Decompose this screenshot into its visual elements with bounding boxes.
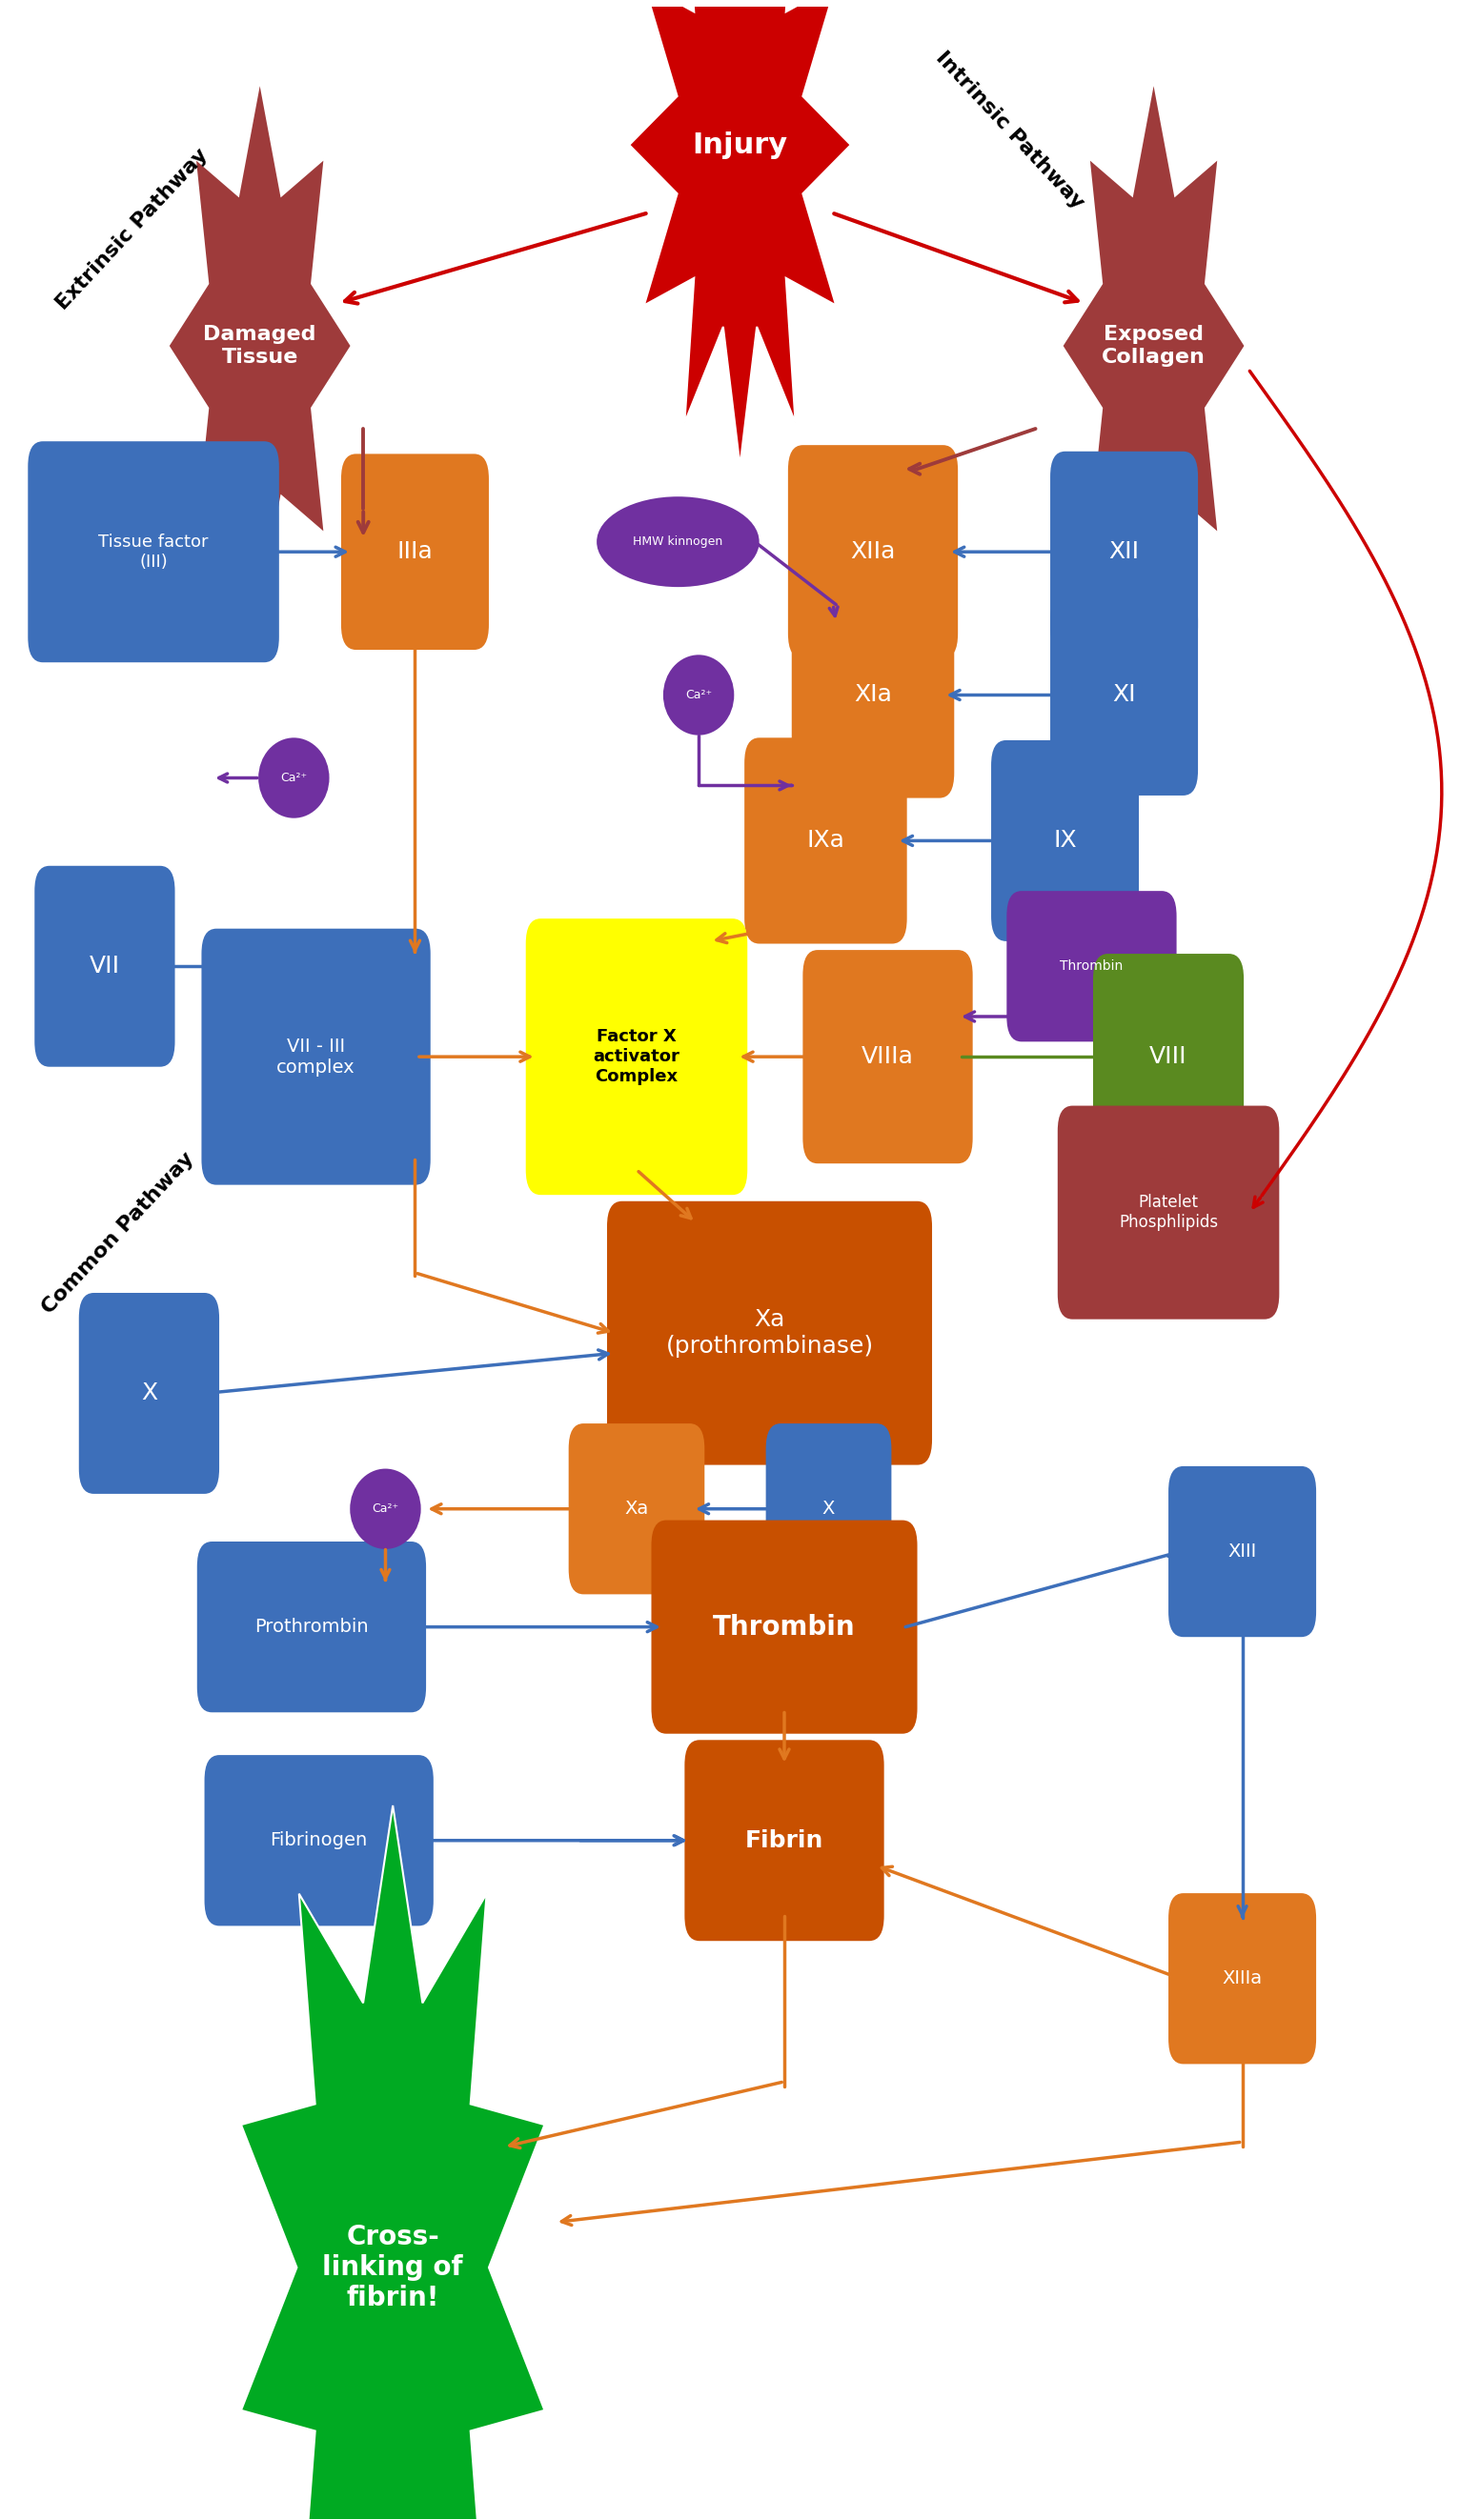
Text: X: X [141, 1381, 157, 1404]
Text: Common Pathway: Common Pathway [38, 1149, 198, 1318]
Ellipse shape [596, 496, 759, 587]
Text: XI: XI [1113, 683, 1135, 706]
FancyBboxPatch shape [78, 1293, 219, 1494]
FancyBboxPatch shape [992, 741, 1140, 940]
FancyBboxPatch shape [197, 1542, 426, 1714]
FancyBboxPatch shape [1094, 953, 1243, 1159]
Polygon shape [1063, 81, 1245, 612]
Text: Fibrin: Fibrin [744, 1830, 823, 1852]
Polygon shape [629, 0, 851, 466]
Text: X: X [823, 1499, 835, 1517]
FancyBboxPatch shape [568, 1424, 704, 1595]
Text: Ca²⁺: Ca²⁺ [371, 1502, 398, 1515]
Ellipse shape [349, 1469, 420, 1550]
Text: XII: XII [1109, 539, 1140, 564]
FancyBboxPatch shape [340, 454, 488, 650]
Text: IX: IX [1054, 829, 1077, 852]
Text: XIa: XIa [854, 683, 892, 706]
FancyBboxPatch shape [607, 1202, 932, 1464]
Text: Intrinsic Pathway: Intrinsic Pathway [932, 48, 1088, 212]
Polygon shape [241, 1804, 545, 2520]
Text: VIIIa: VIIIa [861, 1046, 913, 1068]
Text: Thrombin: Thrombin [713, 1613, 855, 1641]
Text: Tissue factor
(III): Tissue factor (III) [99, 534, 209, 570]
Text: Platelet
Phosphlipids: Platelet Phosphlipids [1119, 1194, 1218, 1230]
Ellipse shape [663, 655, 734, 736]
FancyBboxPatch shape [204, 1754, 434, 1925]
Text: Cross-
linking of
fibrin!: Cross- linking of fibrin! [323, 2223, 463, 2311]
Text: Prothrombin: Prothrombin [255, 1618, 369, 1635]
Text: Injury: Injury [693, 131, 787, 159]
FancyBboxPatch shape [685, 1739, 884, 1940]
Text: Exposed
Collagen: Exposed Collagen [1101, 325, 1206, 365]
FancyBboxPatch shape [744, 738, 907, 942]
FancyBboxPatch shape [28, 441, 280, 663]
Text: VIII: VIII [1150, 1046, 1187, 1068]
Polygon shape [169, 81, 351, 612]
Text: Xa: Xa [625, 1499, 648, 1517]
Text: XIIa: XIIa [851, 539, 895, 564]
Text: Factor X
activator
Complex: Factor X activator Complex [593, 1028, 679, 1086]
Text: XIII: XIII [1228, 1542, 1257, 1560]
FancyBboxPatch shape [651, 1520, 918, 1734]
FancyBboxPatch shape [792, 592, 955, 799]
Text: Ca²⁺: Ca²⁺ [685, 688, 712, 701]
Text: Damaged
Tissue: Damaged Tissue [203, 325, 317, 365]
FancyBboxPatch shape [1058, 1106, 1279, 1320]
FancyBboxPatch shape [201, 930, 431, 1184]
FancyBboxPatch shape [1051, 595, 1197, 796]
Text: IIIa: IIIa [397, 539, 434, 564]
Text: HMW kinnogen: HMW kinnogen [633, 537, 722, 547]
Text: Xa
(prothrombinase): Xa (prothrombinase) [666, 1308, 873, 1358]
Text: VII - III
complex: VII - III complex [277, 1038, 355, 1076]
Text: VII: VII [89, 955, 120, 978]
Text: IXa: IXa [807, 829, 845, 852]
FancyBboxPatch shape [787, 446, 958, 658]
Text: Ca²⁺: Ca²⁺ [280, 771, 308, 784]
FancyBboxPatch shape [1051, 451, 1197, 653]
FancyBboxPatch shape [1168, 1467, 1316, 1638]
Ellipse shape [259, 738, 329, 819]
FancyBboxPatch shape [765, 1424, 891, 1595]
FancyBboxPatch shape [1006, 892, 1177, 1041]
Text: Fibrinogen: Fibrinogen [271, 1832, 367, 1850]
FancyBboxPatch shape [802, 950, 972, 1164]
FancyBboxPatch shape [34, 867, 175, 1066]
Text: Extrinsic Pathway: Extrinsic Pathway [53, 144, 212, 312]
Text: XIIIa: XIIIa [1222, 1971, 1262, 1988]
Text: Thrombin: Thrombin [1060, 960, 1123, 973]
FancyBboxPatch shape [525, 920, 747, 1194]
FancyBboxPatch shape [1168, 1893, 1316, 2064]
